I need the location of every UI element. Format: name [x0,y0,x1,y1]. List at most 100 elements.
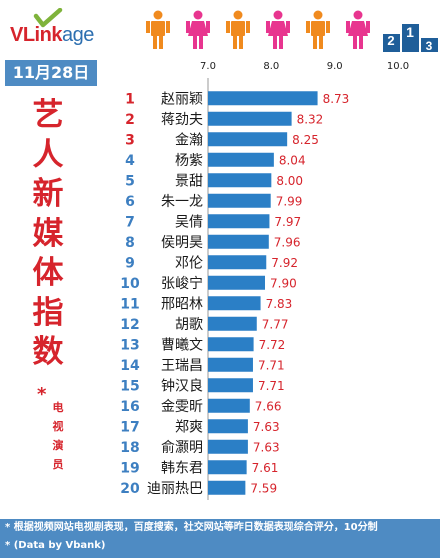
score-value: 7.72 [259,338,286,352]
side-title: 艺人新媒体指数 [28,96,68,373]
rank-label: 1 [125,91,135,107]
artist-name: 朱一龙 [161,194,203,210]
artist-name: 吴倩 [175,214,203,230]
people-icons [146,10,370,49]
score-bar [208,255,267,270]
score-bar [208,480,246,495]
score-bar [208,173,272,188]
side-title-char: 新 [32,176,64,212]
score-value: 7.63 [253,420,280,434]
score-value: 7.71 [258,379,285,393]
man-icon [306,10,330,49]
date-label: 11月28日 [5,60,97,86]
podium-icon: 2 1 3 [383,24,438,52]
rank-label: 12 [120,317,139,333]
score-bar [208,439,248,454]
score-value: 8.25 [292,133,319,147]
score-value: 7.99 [276,194,303,208]
rank-label: 16 [120,399,139,415]
man-icon [146,10,170,49]
rank-label: 15 [120,378,139,394]
score-bar [208,460,247,475]
rank-label: 4 [125,153,135,169]
rank-label: 7 [125,214,135,230]
artist-name: 邢昭林 [161,296,203,312]
rank-label: 17 [120,419,139,435]
score-bar [208,132,288,147]
axis-tick-label: 10.0 [387,61,409,72]
rank-label: 20 [120,481,140,497]
score-bar [208,378,253,393]
score-value: 7.77 [262,317,289,331]
score-value: 8.32 [297,112,324,126]
rank-label: 6 [125,194,135,210]
artist-name: 赵丽颖 [161,91,203,107]
score-value: 7.59 [250,481,277,495]
side-title-char: 数 [32,334,64,370]
artist-name: 蒋劲夫 [161,112,203,128]
artist-name: 迪丽热巴 [147,481,203,497]
score-bar [208,214,270,229]
svg-text:1: 1 [406,24,414,40]
logo-text: VLinkage [10,24,94,47]
rank-label: 18 [120,440,139,456]
score-value: 7.83 [266,297,293,311]
logo-suffix: age [61,24,94,46]
artist-name: 杨紫 [175,153,203,169]
footer-note: * 根据视频网站电视剧表现，百度搜索，社交网站等昨日数据表现综合评分，10分制 … [0,519,440,558]
rank-label: 2 [125,112,135,128]
side-title-char: 媒 [32,215,64,252]
footer-line-1: * 根据视频网站电视剧表现，百度搜索，社交网站等昨日数据表现综合评分，10分制 [5,522,378,533]
score-bar [208,275,265,290]
checkmark-icon [33,8,63,28]
axis-tick-label: 8.0 [263,61,279,72]
side-title-char: 艺 [32,97,64,133]
svg-text:2: 2 [387,33,394,48]
artist-name: 曹曦文 [161,337,203,353]
rank-label: 5 [125,173,135,189]
rank-label: 11 [120,296,139,312]
rank-label: 3 [125,132,135,148]
score-value: 7.92 [271,256,298,270]
artist-name: 俞灏明 [161,439,203,456]
score-value: 8.04 [279,153,306,167]
rank-label: 13 [120,337,139,353]
woman-icon [346,10,370,49]
man-icon [226,10,250,49]
score-value: 7.97 [274,215,301,229]
svg-text:3: 3 [426,39,433,52]
artist-name: 邓伦 [175,255,203,271]
woman-icon [266,10,290,49]
score-bar [208,152,274,167]
footer-line-2: * (Data by Vbank) [5,540,106,551]
score-bar [208,398,250,413]
artist-name: 韩东君 [161,460,203,476]
score-value: 7.61 [252,461,279,475]
side-subtitle-char: 视 [52,420,64,433]
score-bar [208,357,253,372]
rank-label: 9 [125,255,135,271]
artist-name: 张峻宁 [161,275,203,292]
score-value: 7.96 [274,235,301,249]
score-bar [208,296,261,311]
artist-name: 郑爽 [175,419,203,435]
ranking-chart: 7.0 8.0 9.0 10.0 1 赵丽颖 8.73 2 蒋劲夫 8.32 3 金瀚 8.25 4 杨紫 8… [120,61,409,500]
rank-label: 8 [125,235,135,251]
side-title-char: 人 [32,136,64,173]
side-title-char: 指 [32,294,64,331]
woman-icon [186,10,210,49]
score-bar [208,316,257,331]
axis-tick-label: 7.0 [200,61,216,72]
side-subtitle-char: 电 [52,401,64,414]
side-star: * [37,384,47,405]
artist-name: 金瀚 [175,132,203,148]
score-bar [208,111,292,126]
score-value: 7.90 [270,276,297,290]
artist-name: 景甜 [175,173,203,189]
score-value: 7.71 [258,358,285,372]
artist-name: 胡歌 [175,317,203,333]
artist-name: 王瑞昌 [161,358,203,374]
side-title-char: 体 [32,255,64,291]
artist-name: 侯明昊 [161,235,203,251]
axis-tick-label: 9.0 [327,61,343,72]
